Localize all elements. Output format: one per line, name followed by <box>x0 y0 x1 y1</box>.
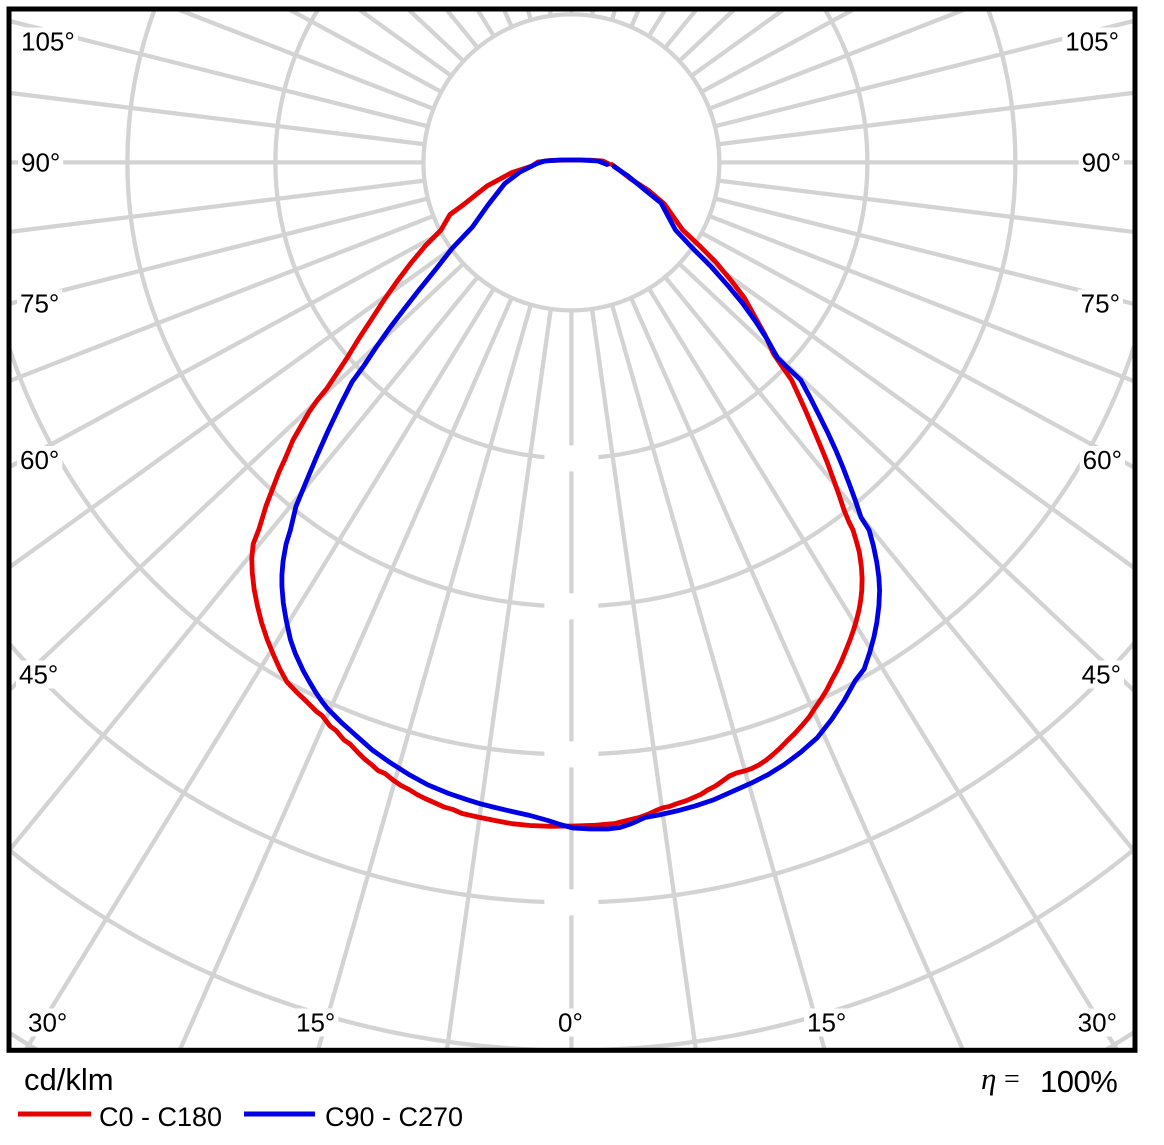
svg-text:C0 - C180: C0 - C180 <box>99 1102 222 1132</box>
svg-text:105°: 105° <box>21 27 75 57</box>
svg-text:60°: 60° <box>20 445 59 475</box>
svg-text:90°: 90° <box>1082 148 1121 178</box>
svg-text:75°: 75° <box>1081 289 1120 319</box>
svg-text:η: η <box>981 1061 996 1096</box>
svg-text:90°: 90° <box>21 148 60 178</box>
svg-text:100%: 100% <box>1040 1064 1117 1099</box>
svg-text:15°: 15° <box>296 1008 335 1038</box>
svg-text:105°: 105° <box>1065 27 1119 57</box>
svg-text:C90 - C270: C90 - C270 <box>325 1102 463 1132</box>
svg-text:60°: 60° <box>1083 445 1122 475</box>
svg-text:0°: 0° <box>558 1008 583 1038</box>
svg-text:75°: 75° <box>20 289 59 319</box>
svg-text:30°: 30° <box>28 1008 67 1038</box>
svg-text:15°: 15° <box>807 1008 846 1038</box>
svg-text:45°: 45° <box>1082 660 1121 690</box>
svg-text:cd/klm: cd/klm <box>24 1062 114 1097</box>
svg-text:30°: 30° <box>1078 1008 1117 1038</box>
svg-text:=: = <box>1004 1064 1020 1095</box>
svg-text:45°: 45° <box>19 660 58 690</box>
